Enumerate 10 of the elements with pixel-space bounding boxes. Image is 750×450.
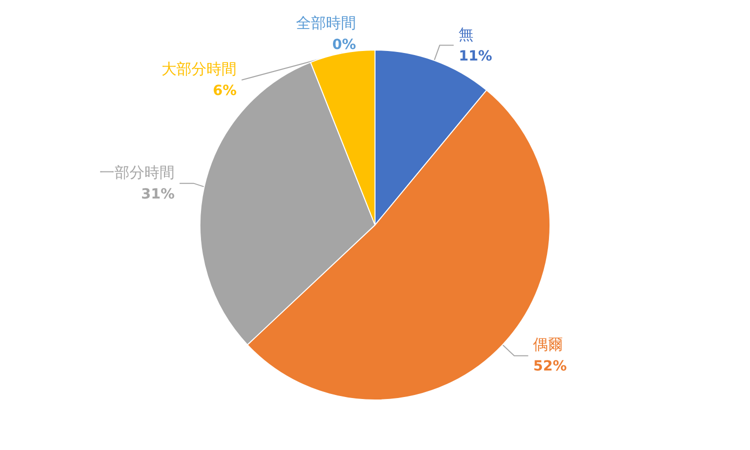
slice-label: 一部分時間	[100, 163, 175, 182]
slice-label: 大部分時間	[162, 60, 237, 78]
slice-label: 無	[458, 25, 474, 44]
data-label: 52%	[533, 358, 567, 375]
data-label: 11%	[458, 48, 492, 64]
slice-label: 偶爾	[533, 336, 564, 354]
data-label: 31%	[141, 186, 175, 202]
category-label: 全部時間	[296, 14, 356, 32]
text: 0%	[332, 37, 356, 53]
data-label: 6%	[212, 83, 237, 99]
